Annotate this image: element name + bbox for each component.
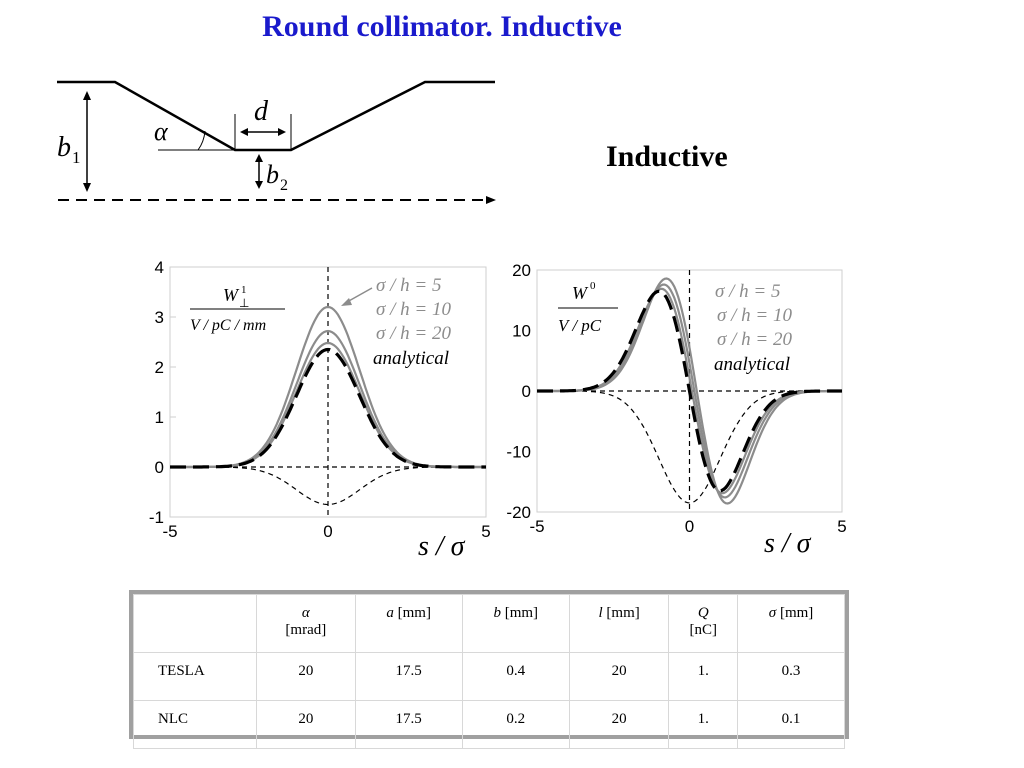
series-line [170,347,486,469]
table-cell: 0.4 [461,652,570,701]
table-header-row: α [mrad] a [mm] b [mm] l [mm] Q [nC] σ [mm… [133,594,845,653]
table-cell: 17.5 [354,652,463,701]
x-tick-label: 0 [685,517,694,536]
x-tick-label: 5 [837,517,846,536]
b2-label: b [266,160,279,189]
legend-entry: σ / h = 5 [715,281,780,302]
y-unit-label: V / pC [558,316,602,335]
x-tick-label: 5 [481,522,490,541]
legend-pointer-line [346,287,373,303]
table-header-cell: σ [mm] [737,594,845,653]
y-tick-label: 20 [512,261,531,280]
table-cell: 1. [668,700,739,749]
y-quantity-label: W [223,285,240,305]
parameter-table: α [mrad] a [mm] b [mm] l [mm] Q [nC] σ [mm… [133,594,845,749]
y-quantity-label: W [572,283,589,303]
section-heading: Inductive [606,140,728,173]
y-quantity-superscript: 1 [241,284,247,296]
collimator-profile [57,80,495,152]
table-header-cell: α [mrad] [256,594,356,653]
x-tick-label: 0 [323,522,332,541]
legend-left: σ / h = 5 σ / h = 10 σ / h = 20 analytical [373,275,451,369]
table-cell: 1. [668,652,739,701]
y-quantity-superscript: 0 [590,280,596,292]
y-tick-label: 3 [155,308,164,327]
table-cell: 20 [256,700,356,749]
table-cell: 17.5 [354,700,463,749]
y-tick-label: 1 [155,408,164,427]
table-header-cell: Q [nC] [668,594,739,653]
x-tick-label: -5 [529,517,544,536]
table-row: TESLA 20 17.5 0.4 20 1. 0.3 [133,652,845,701]
bunch-profile-line [537,390,842,504]
b1-subscript: 1 [72,148,81,167]
table-cell: 0.3 [737,652,845,701]
legend-entry: σ / h = 10 [717,305,792,326]
b2-subscript: 2 [280,177,288,194]
parameter-table-frame: α [mrad] a [mm] b [mm] l [mm] Q [nC] σ [mm… [129,590,849,749]
table-cell: 0.2 [461,700,570,749]
table-cell: 0.1 [737,700,845,749]
x-axis-label: s / σ [764,528,812,559]
slide-title: Round collimator. Inductive [262,10,622,43]
table-cell: 20 [256,652,356,701]
y-tick-label: -1 [149,508,164,527]
table-row: NLC 20 17.5 0.2 20 1. 0.1 [133,700,845,749]
legend-right: σ / h = 5 σ / h = 10 σ / h = 20 analytical [714,281,792,375]
y-tick-label: -10 [506,443,531,462]
y-tick-marks [170,266,176,518]
y-tick-label: 4 [155,258,164,277]
alpha-label: α [154,117,169,146]
legend-entry: σ / h = 10 [376,299,451,320]
table-cell: 20 [568,700,670,749]
row-label: TESLA [133,652,257,701]
collimator-geometry-diagram: b 1 α d b 2 [57,80,496,204]
x-axis-label: s / σ [418,531,466,560]
angle-arc [197,130,206,151]
axis-arrowhead [486,196,496,204]
legend-entry: analytical [714,354,790,375]
table-header-cell: l [mm] [568,594,670,653]
d-label: d [254,96,269,127]
y-tick-label: -20 [506,503,531,522]
y-unit-label: V / pC / mm [190,317,266,334]
row-label: NLC [133,700,257,749]
y-tick-label: 0 [522,382,531,401]
y-tick-label: 0 [155,458,164,477]
y-tick-label: 10 [512,322,531,341]
table-header-empty [133,594,257,653]
table-header-cell: a [mm] [354,594,463,653]
legend-entry: σ / h = 20 [376,323,451,344]
y-tick-label: 2 [155,358,164,377]
legend-pointer-arrowhead [341,298,352,306]
table-header-cell: b [mm] [461,594,570,653]
legend-entry: σ / h = 5 [376,275,441,296]
table-cell: 20 [568,652,670,701]
legend-entry: σ / h = 20 [717,329,792,350]
y-quantity-subscript: ⊥ [239,296,249,310]
b1-label: b [57,132,71,163]
series-line [537,289,842,493]
x-tick-label: -5 [162,522,177,541]
transverse-wake-chart: -1 0 1 2 3 4 -5 0 5 W 1 ⊥ V / pC / mm σ / h = 5… [149,258,491,560]
legend-entry: analytical [373,348,449,369]
